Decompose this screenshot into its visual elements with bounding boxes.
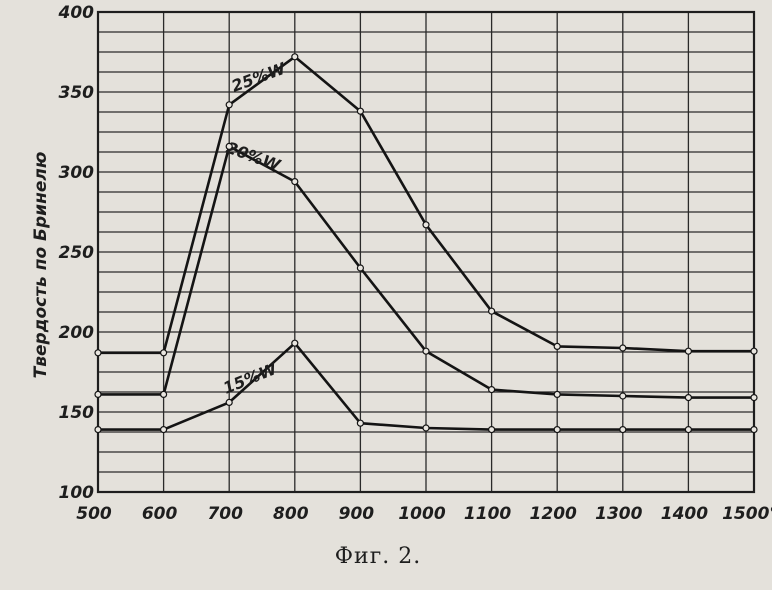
data-point [488,307,496,315]
data-point [422,424,430,432]
data-point [160,390,168,398]
data-point [750,394,758,402]
data-point [291,178,299,186]
data-point [94,349,102,357]
data-point [94,426,102,434]
data-point [94,390,102,398]
grid [97,11,755,493]
x-tick-label: 1400 [661,504,708,524]
data-point [291,53,299,61]
y-tick-label: 100 [59,483,95,503]
plot-frame [96,10,756,494]
y-tick-label: 300 [59,163,95,183]
data-point [750,347,758,355]
data-point [160,426,168,434]
x-tick-label: 1200 [530,504,577,524]
data-point [553,342,561,350]
data-point [225,142,233,150]
y-tick-label: 250 [59,243,95,263]
y-tick-label: 200 [59,323,95,343]
x-tick-label: 1300 [595,504,642,524]
x-tick-label: 900 [339,504,375,524]
x-tick-label: 700 [207,504,243,524]
y-tick-label: 400 [58,3,95,23]
data-point [750,426,758,434]
data-point [225,101,233,109]
data-point [488,426,496,434]
y-axis-label: Твердость по Бринелю [31,152,51,379]
data-point [422,221,430,229]
x-tick-label: 800 [273,504,309,524]
data-point [619,426,627,434]
data-point [291,339,299,347]
data-point [356,419,364,427]
data-point [422,347,430,355]
y-tick-label: 350 [59,83,95,103]
series-label: 20%W [224,138,284,175]
data-point [356,264,364,272]
data-point [619,344,627,352]
series-label: 25%W [229,58,289,95]
data-point [160,349,168,357]
x-tick-label: 500 [76,504,112,524]
x-tick-label: 1100 [464,504,511,524]
data-point [225,398,233,406]
data-point [619,392,627,400]
x-tick-label: 1500° [722,504,772,524]
data-point [356,107,364,115]
data-point [553,426,561,434]
data-point [488,386,496,394]
data-point [684,394,693,402]
x-tick-label: 600 [142,504,178,524]
y-tick-label: 150 [59,403,95,423]
figure-caption: Фиг. 2. [335,544,421,569]
data-point [684,426,693,434]
tick-layer: 500 600 700 800 900 1000 1100 1200 1300 1400 1500°… [58,3,772,524]
data-point [684,347,693,355]
x-tick-label: 1000 [398,504,445,524]
data-point [553,390,561,398]
